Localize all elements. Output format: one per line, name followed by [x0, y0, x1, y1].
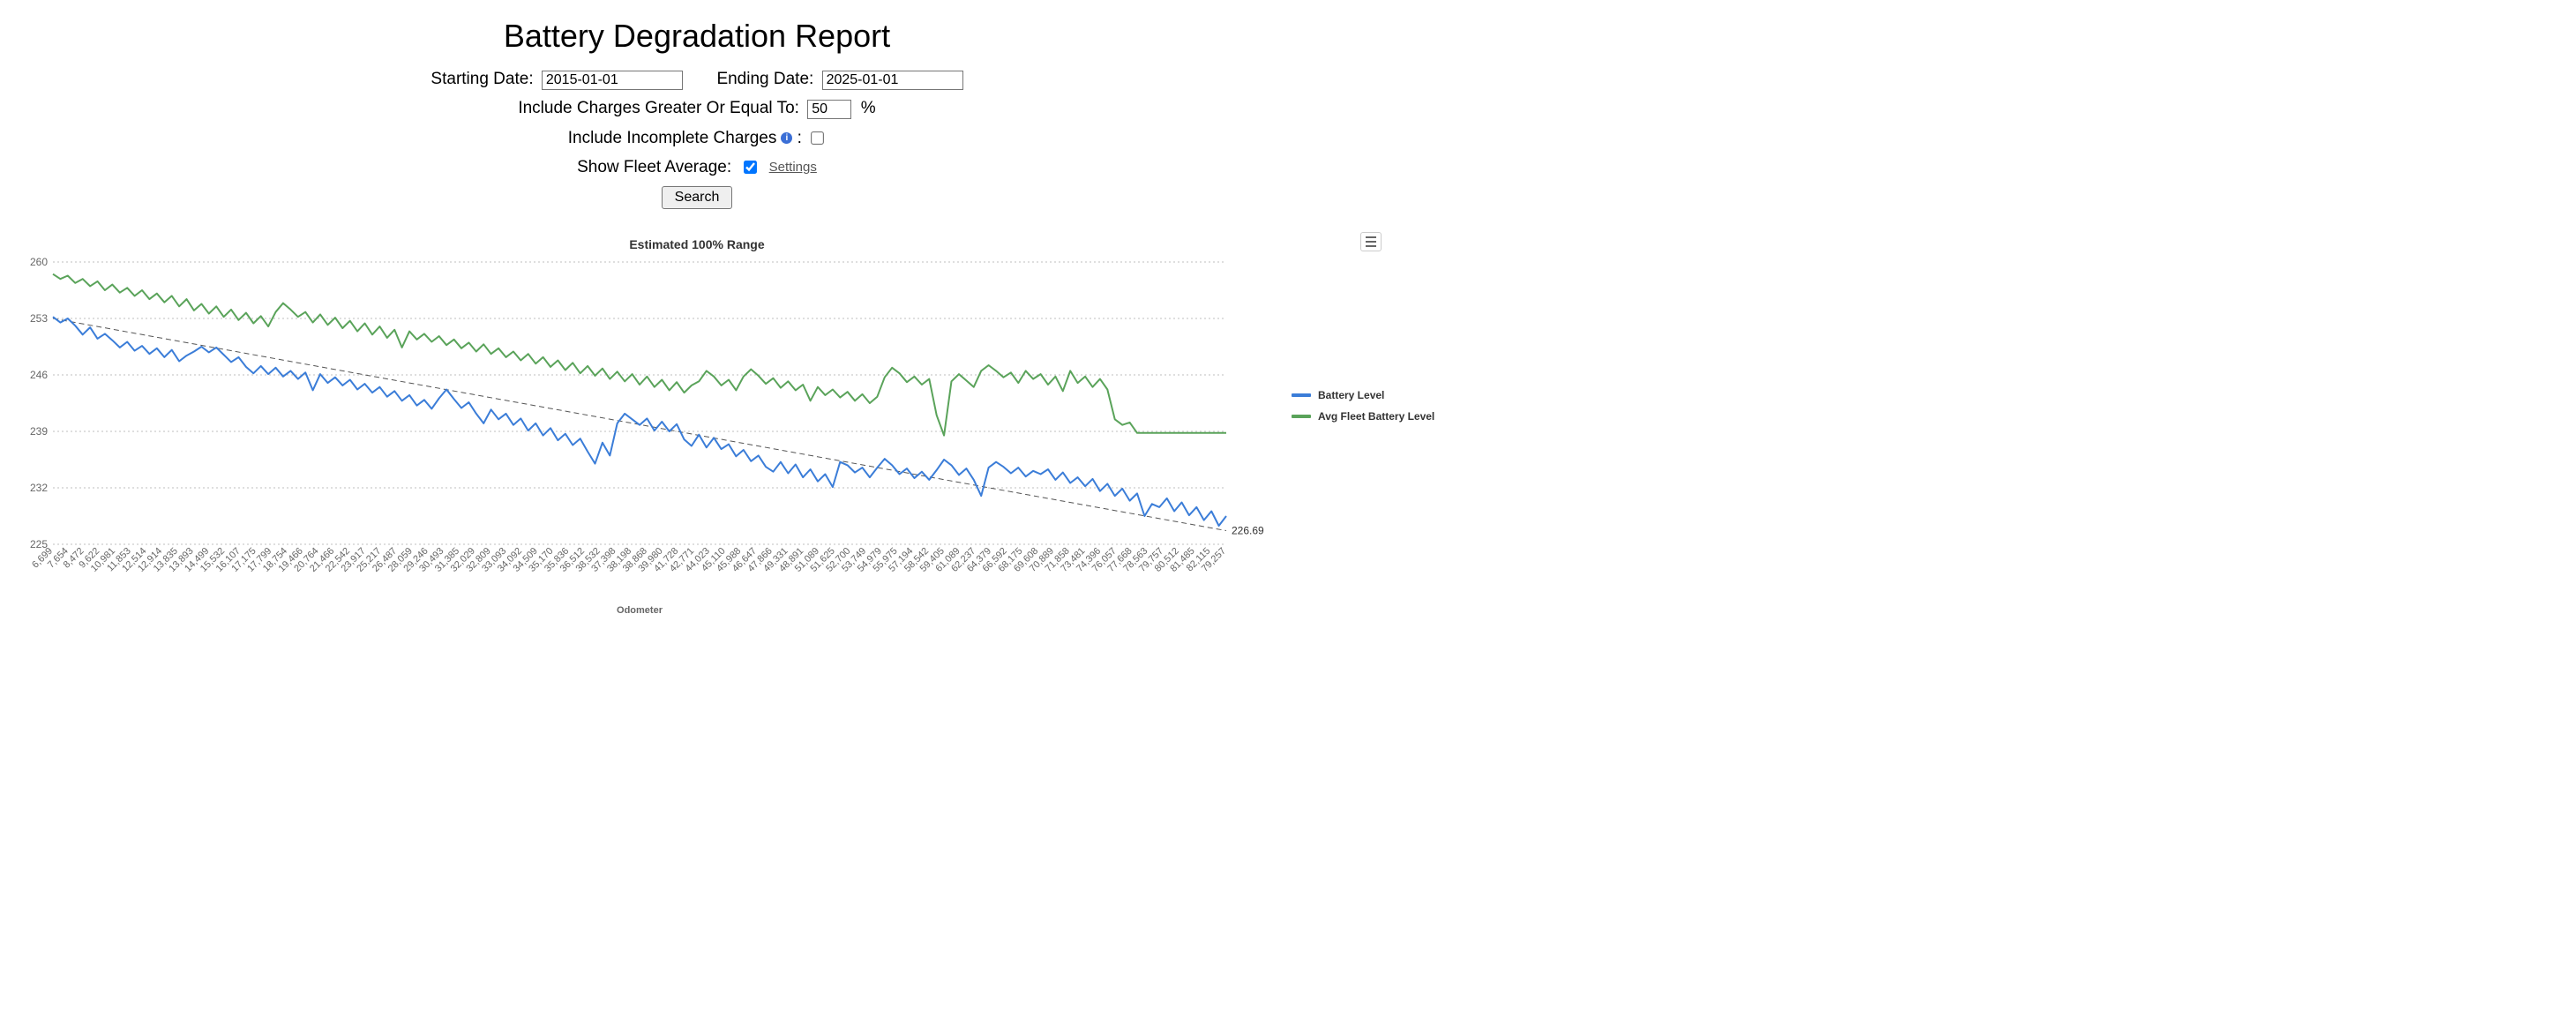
- svg-text:246: 246: [30, 369, 48, 381]
- controls: Starting Date: Ending Date: Include Char…: [0, 65, 1394, 211]
- incomplete-label: Include Incomplete Charges: [568, 129, 777, 147]
- legend-label: Avg Fleet Battery Level: [1318, 410, 1434, 423]
- fleet-checkbox[interactable]: [744, 161, 757, 174]
- legend-swatch: [1292, 393, 1311, 397]
- chart-plot: 225232239246253260226.696,6997,6548,4729…: [18, 257, 1270, 624]
- svg-text:226.69: 226.69: [1232, 525, 1264, 537]
- start-date-input[interactable]: [542, 71, 683, 90]
- threshold-label: Include Charges Greater Or Equal To:: [518, 99, 799, 117]
- info-icon[interactable]: i: [781, 132, 792, 144]
- start-date-label: Starting Date:: [431, 70, 533, 88]
- end-date-label: Ending Date:: [716, 70, 813, 88]
- legend-item[interactable]: Avg Fleet Battery Level: [1292, 410, 1447, 423]
- incomplete-checkbox[interactable]: [811, 131, 824, 145]
- search-button[interactable]: Search: [662, 186, 733, 209]
- svg-text:239: 239: [30, 425, 48, 438]
- threshold-input[interactable]: [807, 100, 851, 119]
- svg-text:232: 232: [30, 482, 48, 494]
- chart-menu-icon[interactable]: [1360, 232, 1382, 251]
- svg-text:260: 260: [30, 257, 48, 268]
- svg-text:Odometer: Odometer: [617, 605, 663, 616]
- fleet-label: Show Fleet Average:: [577, 158, 731, 176]
- threshold-unit: %: [861, 99, 876, 117]
- legend-label: Battery Level: [1318, 389, 1384, 401]
- chart-title: Estimated 100% Range: [18, 237, 1376, 251]
- svg-text:253: 253: [30, 312, 48, 325]
- end-date-input[interactable]: [822, 71, 963, 90]
- page-title: Battery Degradation Report: [0, 18, 1394, 55]
- chart-legend: Battery Level Avg Fleet Battery Level: [1270, 389, 1447, 431]
- chart-container: Estimated 100% Range 2252322392462532602…: [18, 237, 1376, 624]
- settings-link[interactable]: Settings: [769, 160, 817, 175]
- legend-item[interactable]: Battery Level: [1292, 389, 1447, 401]
- legend-swatch: [1292, 415, 1311, 418]
